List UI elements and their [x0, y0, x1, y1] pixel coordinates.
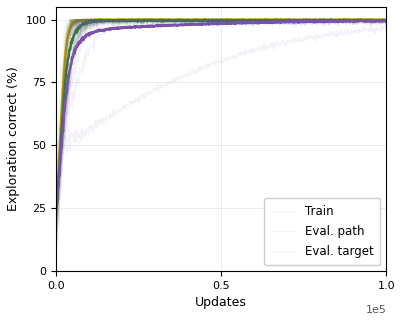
Train: [87, 18, 92, 22]
Train: [310, 18, 315, 21]
Eval. path: [198, 19, 203, 23]
Eval. target: [316, 20, 321, 24]
Eval. target: [187, 23, 192, 27]
Eval. target: [383, 19, 388, 22]
Eval. path: [317, 19, 322, 23]
Y-axis label: Exploration correct (%): Exploration correct (%): [7, 67, 20, 211]
Eval. path: [54, 207, 59, 211]
Train: [187, 18, 192, 21]
Train: [383, 18, 388, 22]
Train: [198, 18, 203, 22]
Eval. path: [303, 18, 308, 21]
Eval. target: [54, 202, 59, 206]
Eval. path: [87, 20, 92, 24]
Line: Train: Train: [56, 20, 385, 215]
Train: [54, 213, 59, 217]
Legend: Train, Eval. path, Eval. target: Train, Eval. path, Eval. target: [264, 198, 379, 265]
Eval. target: [380, 18, 385, 22]
Eval. target: [310, 20, 315, 24]
Train: [316, 18, 321, 21]
Text: 1e5: 1e5: [365, 305, 385, 315]
Eval. target: [87, 31, 92, 35]
Eval. target: [198, 22, 203, 26]
Line: Eval. target: Eval. target: [56, 20, 385, 204]
Eval. path: [311, 19, 316, 22]
Eval. target: [280, 20, 285, 24]
Train: [280, 18, 285, 21]
Eval. path: [187, 19, 192, 22]
Train: [351, 18, 356, 21]
Eval. path: [383, 18, 388, 22]
Line: Eval. path: Eval. path: [56, 20, 385, 209]
Eval. path: [280, 18, 285, 22]
X-axis label: Updates: Updates: [195, 296, 247, 309]
